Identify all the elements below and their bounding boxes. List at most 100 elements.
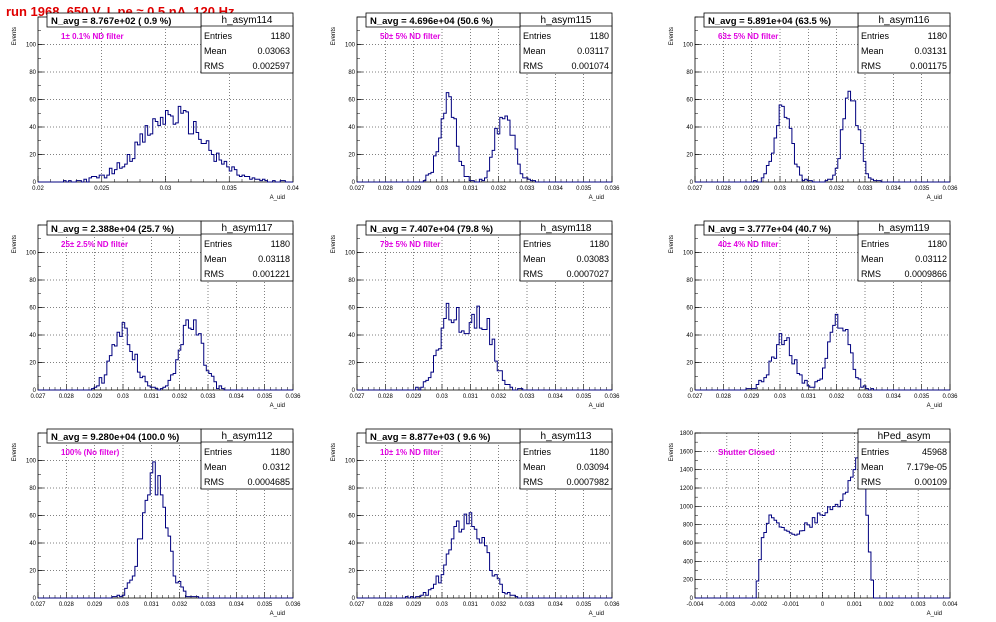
x-tick-label: -0.004 (686, 602, 704, 608)
stats-value: 1180 (271, 239, 290, 249)
y-tick-label: 400 (683, 559, 694, 565)
stats-value: 1180 (590, 447, 609, 457)
histogram-series (695, 90, 950, 183)
stats-box (857, 428, 951, 490)
x-tick-label: 0.033 (519, 602, 535, 608)
x-tick-label: 0.03 (436, 602, 448, 608)
y-tick-label: 60 (686, 306, 693, 312)
y-tick-label: 60 (29, 514, 36, 520)
y-tick-label: 200 (683, 578, 694, 584)
stats-box (200, 428, 294, 490)
x-tick-label: 0.027 (687, 394, 703, 400)
y-tick-label: 20 (348, 361, 355, 367)
stats-label: Mean (861, 46, 884, 56)
x-tick-label: 0.004 (942, 602, 958, 608)
histogram-panel-hPed_asym: -0.004 -0.003 -0.002 -0.001 0 0.001 0.002 0.003… (669, 428, 958, 617)
stats-label: Mean (861, 462, 884, 472)
x-tick-label: 0.031 (144, 394, 160, 400)
y-tick-label: 1800 (680, 431, 694, 437)
stats-value: 0.03117 (577, 46, 609, 56)
x-tick-label: 0.033 (857, 394, 873, 400)
y-tick-label: 20 (686, 361, 693, 367)
histogram-name: h_asym114 (222, 15, 273, 26)
histogram-series (38, 319, 293, 391)
y-axis-label: Events (12, 27, 18, 45)
y-tick-label: 0 (690, 596, 694, 602)
stats-label: RMS (523, 269, 543, 279)
stats-value: 0.03063 (257, 46, 290, 56)
y-tick-label: 80 (686, 70, 693, 76)
n-avg-box (46, 12, 202, 28)
x-tick-label: 0.001 (847, 602, 863, 608)
stats-label: Entries (523, 447, 552, 457)
histogram-series (38, 105, 293, 183)
x-tick-label: 0.028 (59, 602, 75, 608)
y-tick-label: 60 (348, 98, 355, 104)
histogram-panel-h_asym119: 0.027 0.028 0.029 0.03 0.031 0.032 0.033 0.034 0… (669, 220, 958, 409)
x-tick-label: 0.035 (257, 602, 273, 608)
x-tick-label: 0.032 (491, 394, 507, 400)
stats-label: RMS (204, 61, 224, 71)
stats-value: 1180 (928, 31, 947, 41)
x-tick-label: 0.03 (436, 186, 448, 192)
stats-label: Mean (861, 254, 884, 264)
x-axis-label: A_uid (270, 403, 285, 409)
y-tick-label: 80 (348, 278, 355, 284)
stats-box (857, 12, 951, 74)
x-tick-label: 0.035 (576, 394, 592, 400)
x-tick-label: 0 (821, 602, 825, 608)
n-avg-box (703, 220, 859, 236)
y-tick-label: 60 (348, 514, 355, 520)
y-tick-label: 40 (348, 541, 355, 547)
stats-box (200, 220, 294, 282)
stats-value: 0.03083 (576, 254, 609, 264)
filter-annotation: 50± 5% ND filter (380, 32, 440, 41)
histogram-series (38, 461, 293, 599)
x-tick-label: 0.04 (287, 186, 299, 192)
x-tick-label: 0.002 (879, 602, 895, 608)
x-tick-label: 0.031 (463, 394, 479, 400)
x-tick-label: 0.031 (463, 602, 479, 608)
stats-value: 0.0312 (262, 462, 290, 472)
y-tick-label: 1200 (680, 486, 694, 492)
y-tick-label: 20 (348, 153, 355, 159)
y-tick-label: 100 (26, 43, 37, 49)
x-tick-label: 0.036 (942, 186, 958, 192)
n-avg-label: N_avg = 5.891e+04 (63.5 %) (708, 16, 831, 27)
x-tick-label: 0.031 (463, 186, 479, 192)
x-tick-label: 0.02 (32, 186, 44, 192)
x-axis-label: A_uid (927, 195, 942, 201)
x-tick-label: 0.033 (519, 394, 535, 400)
x-tick-label: 0.032 (491, 186, 507, 192)
x-tick-label: 0.034 (548, 602, 564, 608)
y-tick-label: 0 (690, 180, 694, 186)
x-tick-label: 0.03 (774, 394, 786, 400)
stats-value: 1180 (928, 239, 947, 249)
x-tick-label: 0.035 (914, 394, 930, 400)
stats-value: 0.0007027 (566, 269, 609, 279)
x-tick-label: 0.033 (200, 602, 216, 608)
stats-value: 0.03131 (914, 46, 947, 56)
y-tick-label: 600 (683, 541, 694, 547)
histogram-name: hPed_asym (878, 431, 931, 442)
x-tick-label: 0.034 (548, 394, 564, 400)
stats-value: 0.0004685 (247, 477, 290, 487)
x-tick-label: 0.028 (378, 602, 394, 608)
stats-label: Entries (861, 239, 890, 249)
y-axis-label: Events (669, 27, 675, 45)
x-tick-label: 0.029 (87, 394, 103, 400)
stats-value: 1180 (590, 239, 609, 249)
filter-annotation: 10± 1% ND filter (380, 448, 440, 457)
x-tick-label: 0.035 (914, 186, 930, 192)
y-tick-label: 20 (686, 153, 693, 159)
histogram-name: h_asym115 (541, 15, 592, 26)
y-tick-label: 20 (29, 569, 36, 575)
stats-box (857, 220, 951, 282)
y-tick-label: 60 (348, 306, 355, 312)
histogram-panel-h_asym118: 0.027 0.028 0.029 0.03 0.031 0.032 0.033 0.034 0… (331, 220, 620, 409)
x-tick-label: 0.027 (30, 394, 46, 400)
x-tick-label: 0.036 (285, 394, 301, 400)
histogram-name: h_asym119 (879, 223, 930, 234)
x-tick-label: 0.03 (117, 394, 129, 400)
stats-label: RMS (523, 477, 543, 487)
